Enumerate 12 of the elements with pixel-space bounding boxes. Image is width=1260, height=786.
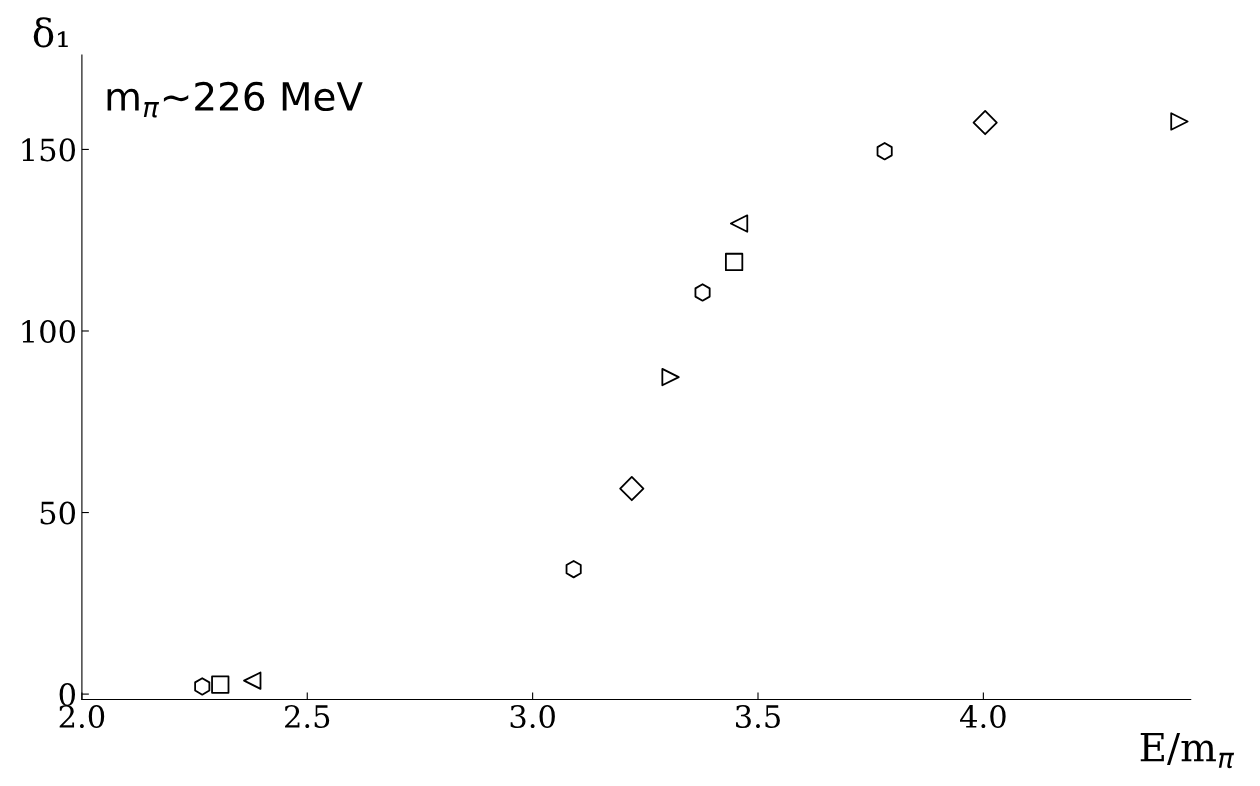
- y-tick-label: 0: [59, 683, 76, 707]
- x-tick-label: 2.0: [59, 704, 105, 729]
- x-tick-label: 3.5: [736, 704, 780, 729]
- y-tick-label: 100: [22, 319, 76, 344]
- x-tick-label: 4.0: [960, 704, 1006, 729]
- x-tick-label: 3.0: [510, 704, 555, 729]
- y-axis-title: δ₁: [33, 17, 68, 48]
- annotation: m$_{π}$~226 MeV: [107, 81, 363, 118]
- x-tick-label: 2.5: [285, 704, 330, 729]
- y-tick-label: 50: [40, 501, 76, 525]
- y-tick-label: 150: [22, 138, 76, 162]
- x-axis-title: E/m$_{π}$: [1140, 732, 1235, 769]
